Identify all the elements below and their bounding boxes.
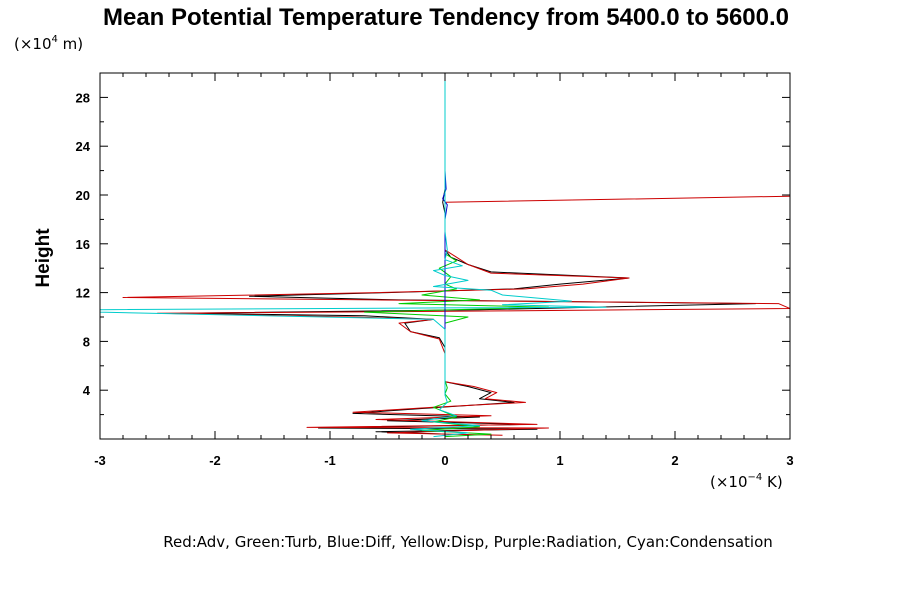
x-tick-label: -1 — [324, 453, 336, 468]
x-axis-unit: (×10−4 K) — [710, 472, 783, 491]
x-tick-label: 3 — [786, 453, 793, 468]
y-tick-label: 8 — [83, 334, 90, 349]
plot-frame — [99, 72, 791, 440]
series-line-0 — [180, 75, 756, 435]
y-tick-label: 24 — [76, 139, 91, 154]
y-tick-label: 16 — [76, 237, 90, 252]
legend-text: Red:Adv, Green:Turb, Blue:Diff, Yellow:D… — [163, 533, 773, 551]
series-line-4 — [100, 75, 607, 438]
x-tick-label: 1 — [556, 453, 563, 468]
x-tick-label: 0 — [441, 453, 448, 468]
x-tick-label: -3 — [94, 453, 106, 468]
y-tick-label: 28 — [76, 90, 90, 105]
series-line-1 — [122, 195, 790, 436]
y-axis-unit: (×104 m) — [14, 34, 83, 53]
y-axis-label: Height — [33, 228, 54, 288]
y-tick-label: 4 — [83, 383, 91, 398]
series-layer — [100, 75, 790, 438]
x-tick-label: -2 — [209, 453, 221, 468]
chart-title: Mean Potential Temperature Tendency from… — [103, 4, 789, 31]
y-tick-label: 20 — [76, 188, 90, 203]
x-tick-label: 2 — [671, 453, 678, 468]
y-tick-label: 12 — [76, 286, 90, 301]
